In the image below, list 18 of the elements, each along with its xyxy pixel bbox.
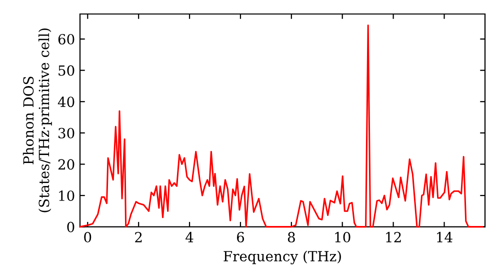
x-axis-title: Frequency (THz) bbox=[224, 250, 341, 264]
x-tick-label: 6 bbox=[236, 232, 244, 242]
line-series bbox=[79, 24, 484, 228]
y-axis-title: Phonon DOS (States/THz·primitive cell) bbox=[22, 28, 52, 212]
y-tick-label: 60 bbox=[58, 34, 74, 45]
y-tick-label: 30 bbox=[58, 128, 74, 138]
y-tick-label: 0 bbox=[67, 222, 74, 232]
x-tick-label: 4 bbox=[186, 232, 194, 242]
y-tick-label: 10 bbox=[59, 190, 74, 201]
x-tick-label: 12 bbox=[386, 232, 401, 242]
x-tick-label: 10 bbox=[335, 232, 350, 242]
x-tick-label: 0 bbox=[84, 232, 92, 242]
y-tick-label: 40 bbox=[58, 96, 74, 108]
x-tick-label: 8 bbox=[288, 232, 295, 242]
x-tick-label: 2 bbox=[135, 232, 142, 242]
y-tick-label: 20 bbox=[58, 159, 74, 170]
x-tick-label: 14 bbox=[437, 232, 452, 242]
y-tick-label: 50 bbox=[58, 65, 74, 76]
